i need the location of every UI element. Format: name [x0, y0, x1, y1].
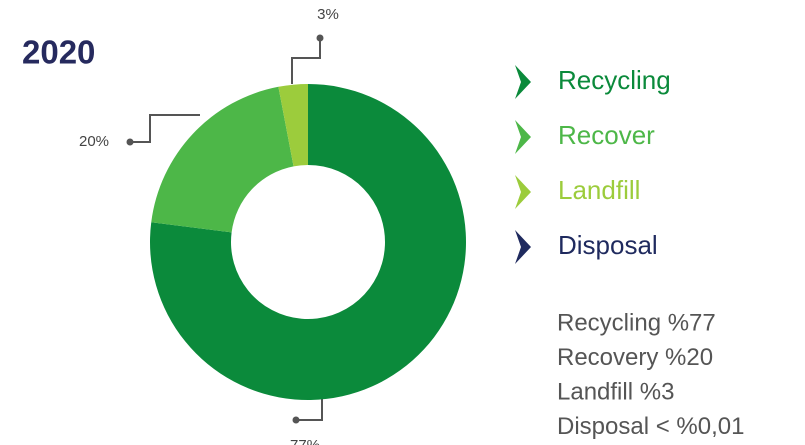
legend-label: Recover — [558, 120, 655, 150]
legend-label: Recycling — [558, 65, 671, 95]
leader-line — [130, 114, 200, 143]
legend-label: Landfill — [558, 175, 640, 205]
donut-slice — [150, 84, 467, 401]
leader-dot — [316, 34, 324, 42]
annotation: Disposal < %0,01 — [557, 413, 744, 440]
legend-chevron — [515, 120, 531, 154]
leader-lines — [126, 34, 324, 424]
value-label: 77% — [290, 437, 320, 445]
annotation: Recovery %20 — [557, 344, 713, 371]
legend-chevron — [515, 65, 531, 99]
annotation: Landfill %3 — [557, 378, 674, 405]
leader-line — [296, 398, 323, 421]
legend-label: Disposal — [558, 230, 658, 260]
donut-slice — [278, 84, 308, 167]
value-label: 20% — [79, 133, 109, 150]
leader-dot — [126, 138, 134, 146]
legend-chevron — [515, 175, 531, 209]
leader-dot — [292, 416, 300, 424]
legend-chevron — [515, 230, 531, 264]
chart-title: 2020 — [22, 34, 95, 71]
leader-line — [291, 38, 321, 84]
value-label: 3% — [317, 6, 339, 23]
annotation: Recycling %77 — [557, 309, 716, 336]
donut-slice — [151, 86, 294, 233]
